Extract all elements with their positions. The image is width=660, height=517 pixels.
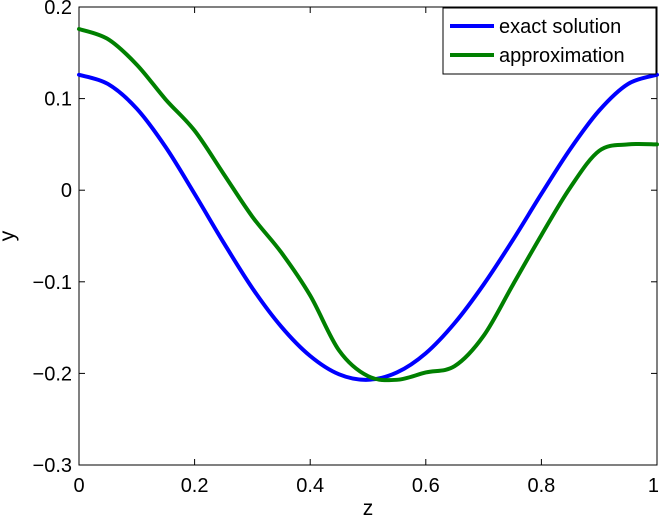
legend-entry-approximation: approximation [499,45,625,67]
legend-box [442,7,657,75]
x-tick-label: 0 [73,475,84,497]
y-tick-label: 0.1 [44,89,72,111]
x-tick-label: 0.8 [527,475,555,497]
y-tick-label: 0.2 [44,0,72,19]
legend: exact solution approximation [442,7,657,75]
x-axis-label: z [363,497,374,517]
axes-box [78,6,658,466]
series-layer [77,26,659,383]
series-line-exact-solution [77,72,659,382]
y-tick-label: −0.2 [33,363,72,385]
y-tick-label: 0 [61,180,72,202]
tick-layer: 0 0.2 0.4 0.6 0.8 1 −0.3 −0.2 −0.1 0 0.1 0.2 [33,0,659,497]
y-tick-label: −0.1 [33,272,72,294]
x-tick-label: 1 [648,475,659,497]
x-tick-label: 0.6 [412,475,440,497]
x-tick-label: 0.2 [181,475,209,497]
y-axis-label: y [0,230,19,241]
legend-entry-exact-solution: exact solution [499,16,621,38]
x-tick-label: 0.4 [296,475,324,497]
y-tick-label: −0.3 [33,455,72,477]
series-line-approximation [77,26,659,383]
plot-area: 0 0.2 0.4 0.6 0.8 1 −0.3 −0.2 −0.1 0 0.1 0.2 [33,0,659,497]
